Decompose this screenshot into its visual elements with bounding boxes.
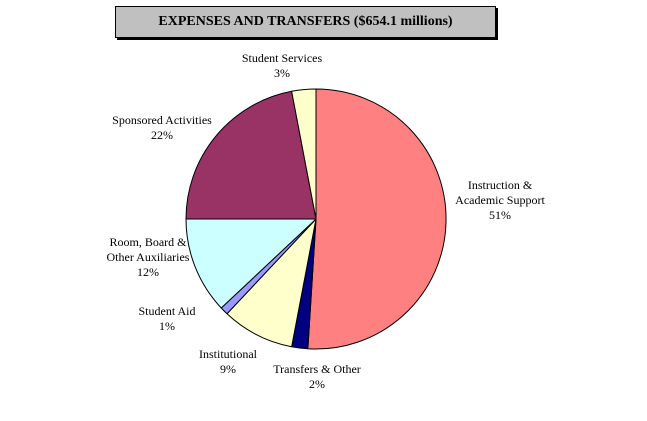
slice-name-label: Sponsored Activities (112, 113, 212, 127)
pie-slice-room-board-and-other-auxiliaries (185, 218, 317, 309)
slice-label-sponsored-activities: Sponsored Activities 22% (112, 113, 212, 142)
slice-label-student-services: Student Services 3% (242, 51, 323, 80)
slice-name-label: Room, Board & (110, 235, 188, 249)
slice-percent-label: 3% (274, 66, 290, 80)
slice-percent-label: 12% (137, 265, 159, 279)
slice-name-label: Academic Support (455, 193, 545, 207)
slice-name-label: Institutional (199, 347, 258, 361)
slice-label-student-aid: Student Aid 1% (138, 304, 195, 333)
pie-slice-sponsored-activities (185, 90, 317, 220)
slice-percent-label: 9% (220, 362, 236, 376)
chart-title: EXPENSES AND TRANSFERS ($654.1 millions) (158, 14, 453, 29)
slice-label-institutional: Institutional 9% (199, 347, 258, 376)
slice-name-label: Instruction & (468, 178, 533, 192)
slice-name-label: Transfers & Other (273, 362, 361, 376)
slice-label-transfers-and-other: Transfers & Other 2% (273, 362, 361, 391)
pie-slice-student-services (291, 88, 317, 220)
slice-percent-label: 51% (489, 208, 511, 222)
pie-slice-instruction-and-academic-support (307, 88, 447, 350)
slice-label-instruction-and-academic-support: Instruction & Academic Support 51% (455, 178, 545, 222)
slice-percent-label: 22% (151, 128, 173, 142)
chart-title-box: EXPENSES AND TRANSFERS ($654.1 millions) (115, 6, 496, 38)
slice-percent-label: 2% (309, 377, 325, 391)
slice-name-label: Student Aid (138, 304, 195, 318)
slice-name-label: Other Auxiliaries (107, 250, 190, 264)
slice-label-room-board-and-other-auxiliaries: Room, Board & Other Auxiliaries 12% (107, 235, 190, 279)
slice-percent-label: 1% (159, 319, 175, 333)
slice-name-label: Student Services (242, 51, 323, 65)
